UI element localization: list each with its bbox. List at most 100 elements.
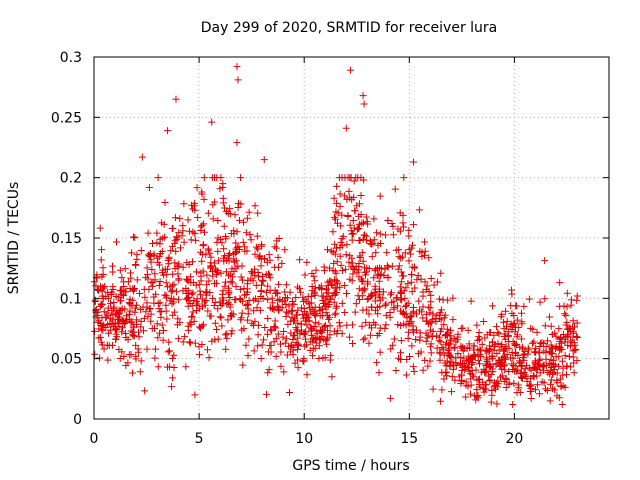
data-point: [209, 215, 217, 223]
data-point: [219, 194, 227, 202]
data-point: [396, 209, 404, 217]
data-point: [359, 292, 367, 300]
data-point: [547, 380, 555, 388]
data-point: [429, 385, 437, 393]
data-point: [267, 348, 275, 356]
data-point: [174, 335, 182, 343]
data-point: [559, 364, 567, 372]
data-point: [146, 304, 154, 312]
data-point: [373, 331, 381, 339]
data-point: [393, 294, 401, 302]
data-point: [513, 331, 521, 339]
data-point: [282, 281, 290, 289]
data-point: [388, 262, 396, 270]
data-point: [198, 303, 206, 311]
data-point: [540, 379, 548, 387]
axis-ticks: 0 0.05 0.1 0.15 0.2 0.25 0.3 0 5 10 15 20: [51, 50, 609, 447]
data-point: [527, 384, 535, 392]
data-point: [365, 310, 373, 318]
data-point: [230, 258, 238, 266]
data-point: [300, 308, 308, 316]
data-point: [449, 316, 457, 324]
data-point: [549, 360, 557, 368]
data-point: [481, 367, 489, 375]
data-point: [473, 321, 481, 329]
data-point: [490, 379, 498, 387]
data-point: [286, 288, 294, 296]
data-point: [334, 327, 342, 335]
x-tick-label: 5: [195, 431, 204, 447]
data-point: [501, 354, 509, 362]
data-point: [492, 360, 500, 368]
data-point: [313, 330, 321, 338]
data-point: [338, 174, 346, 182]
data-point: [242, 341, 250, 349]
data-point: [390, 335, 398, 343]
data-point: [282, 308, 290, 316]
data-point: [545, 348, 553, 356]
data-point: [349, 217, 357, 225]
data-point: [499, 318, 507, 326]
data-point: [271, 317, 279, 325]
data-point: [170, 351, 178, 359]
data-point: [370, 274, 378, 282]
data-point: [257, 293, 265, 301]
data-point: [109, 316, 117, 324]
data-point: [384, 273, 392, 281]
data-point: [272, 244, 280, 252]
data-point: [277, 348, 285, 356]
data-point: [250, 347, 258, 355]
data-point: [400, 223, 408, 231]
data-point: [462, 381, 470, 389]
data-point: [175, 276, 183, 284]
data-point: [235, 216, 243, 224]
data-point: [408, 288, 416, 296]
data-point: [395, 246, 403, 254]
data-point: [382, 300, 390, 308]
data-point: [437, 306, 445, 314]
data-point: [333, 302, 341, 310]
data-point: [168, 242, 176, 250]
data-point: [400, 287, 408, 295]
data-point: [332, 289, 340, 297]
data-point: [508, 309, 516, 317]
data-point: [541, 257, 549, 265]
data-point: [200, 321, 208, 329]
plot-frame: [93, 56, 610, 420]
data-point: [265, 251, 273, 259]
data-point: [483, 356, 491, 364]
data-point: [218, 290, 226, 298]
data-point: [536, 363, 544, 371]
data-point: [419, 292, 427, 300]
data-point: [129, 369, 137, 377]
data-point: [144, 229, 152, 237]
data-point: [498, 310, 506, 318]
data-point: [326, 331, 334, 339]
data-point: [145, 184, 153, 192]
data-point: [253, 232, 261, 240]
data-point: [337, 261, 345, 269]
data-point: [438, 386, 446, 394]
data-point: [325, 301, 333, 309]
data-point: [159, 336, 167, 344]
data-point: [282, 313, 290, 321]
data-point: [341, 192, 349, 200]
data-point: [489, 355, 497, 363]
data-point: [348, 259, 356, 267]
data-point: [247, 236, 255, 244]
data-point: [170, 280, 178, 288]
data-point: [541, 385, 549, 393]
data-point: [416, 336, 424, 344]
data-point: [375, 330, 383, 338]
data-point: [302, 335, 310, 343]
data-point: [120, 278, 128, 286]
data-point: [557, 382, 565, 390]
data-point: [148, 266, 156, 274]
data-point: [570, 323, 578, 331]
data-point: [479, 378, 487, 386]
data-point: [500, 346, 508, 354]
data-point: [183, 275, 191, 283]
data-point: [160, 271, 168, 279]
data-point: [153, 239, 161, 247]
data-point: [208, 118, 216, 126]
